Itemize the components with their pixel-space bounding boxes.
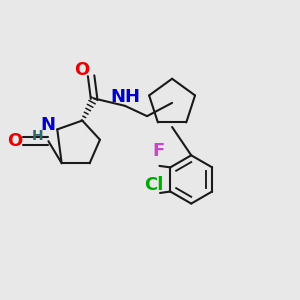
Text: F: F [153, 142, 165, 160]
Text: H: H [32, 129, 43, 143]
Text: N: N [40, 116, 55, 134]
Text: O: O [7, 132, 22, 150]
Text: Cl: Cl [144, 176, 164, 194]
Text: O: O [74, 61, 89, 79]
Text: NH: NH [111, 88, 141, 106]
